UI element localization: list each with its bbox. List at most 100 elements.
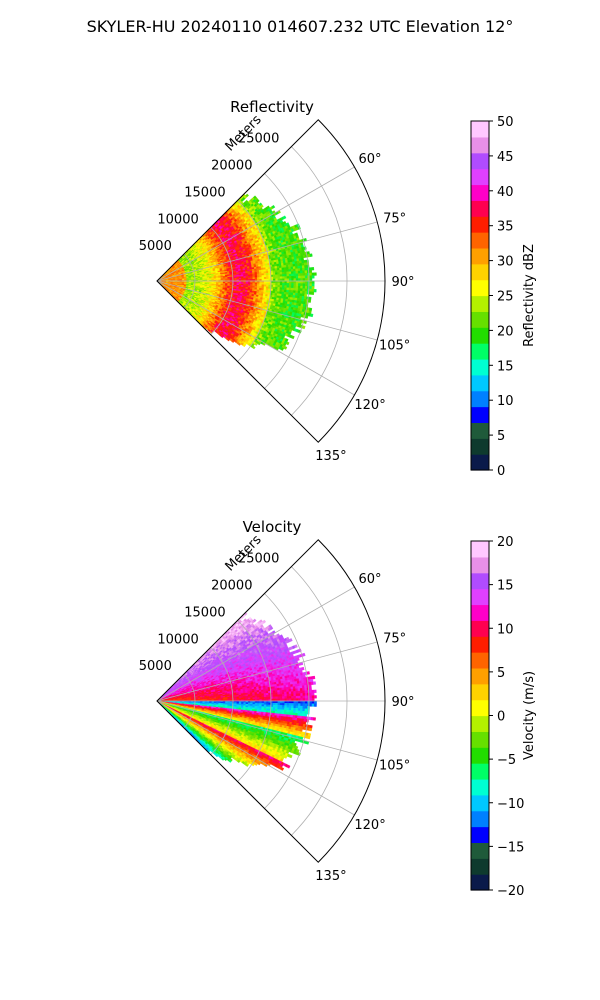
- radar-cell: [291, 273, 294, 277]
- radar-cell: [282, 282, 285, 286]
- radar-cell: [300, 285, 304, 289]
- radar-cell: [300, 275, 304, 279]
- radar-cell: [259, 275, 263, 278]
- radar-cell: [277, 274, 281, 277]
- radar-cell: [286, 285, 290, 289]
- radar-cell: [293, 275, 297, 279]
- radar-cell: [291, 285, 294, 289]
- radar-cell: [272, 274, 276, 278]
- radar-cell: [298, 283, 301, 287]
- radar-cell: [265, 272, 269, 276]
- radar-cell: [302, 283, 306, 287]
- radar-cell: [293, 268, 296, 272]
- radar-cell: [245, 193, 249, 198]
- radar-cell: [259, 282, 263, 285]
- radar-cell: [279, 269, 283, 273]
- radar-cell: [282, 276, 285, 280]
- radar-cell: [302, 288, 306, 292]
- radar-cell: [288, 276, 292, 279]
- radar-cell: [304, 285, 308, 290]
- radar-cell: [311, 283, 315, 287]
- radar-cell: [274, 270, 278, 273]
- radar-cell: [250, 277, 253, 280]
- radar-cell: [266, 284, 269, 288]
- radar-cell: [293, 271, 297, 275]
- radar-cell: [277, 287, 281, 290]
- radar-cell: [288, 269, 292, 272]
- radar-cell: [281, 287, 285, 291]
- radar-cell: [283, 269, 287, 273]
- radar-cell: [313, 272, 317, 276]
- radar-cell: [279, 285, 283, 288]
- radar-cell: [263, 276, 267, 280]
- radar-cell: [266, 274, 269, 278]
- radar-cell: [293, 285, 297, 289]
- radar-cell: [266, 276, 269, 280]
- radar-cell: [293, 287, 297, 291]
- radar-cell: [311, 272, 315, 276]
- radar-cell: [311, 286, 315, 290]
- radar-cell: [288, 287, 292, 291]
- radar-cell: [291, 276, 294, 279]
- radar-cell: [286, 269, 290, 273]
- radar-cell: [257, 277, 260, 280]
- radar-cell: [302, 273, 306, 277]
- radar-field: [156, 193, 317, 351]
- radar-cell: [304, 275, 308, 279]
- radar-cell: [284, 285, 288, 289]
- radar-cell: [297, 270, 301, 274]
- radar-cell: [282, 274, 285, 277]
- radar-cell: [304, 272, 308, 277]
- radar-cell: [272, 272, 276, 276]
- radar-cell: [281, 271, 285, 275]
- radar-cell: [311, 275, 315, 279]
- radar-cell: [256, 275, 260, 278]
- radar-cell: [290, 290, 294, 294]
- radar-cell: [277, 270, 281, 273]
- radar-cell: [311, 267, 315, 271]
- radar-cell: [297, 288, 301, 292]
- radar-cell: [295, 270, 299, 274]
- radar-cell: [284, 276, 288, 279]
- radar-cell: [277, 276, 281, 280]
- radar-cell: [311, 288, 315, 293]
- radar-cell: [252, 277, 256, 280]
- radar-cell: [300, 270, 303, 274]
- radar-cell: [282, 285, 285, 288]
- radar-cell: [286, 276, 290, 279]
- radar-cell: [299, 268, 303, 272]
- radar-cell: [247, 277, 251, 280]
- radar-cell: [284, 271, 287, 275]
- radar-cell: [300, 273, 304, 277]
- radar-cell: [290, 271, 294, 275]
- radar-cell: [273, 282, 276, 286]
- radar-cell: [243, 277, 247, 280]
- radar-cell: [279, 272, 283, 275]
- radar-cell: [275, 284, 278, 288]
- radar-cell: [309, 272, 313, 276]
- radar-cell: [279, 282, 283, 286]
- radar-cell: [257, 282, 260, 285]
- radar-cell: [309, 278, 313, 282]
- radar-cell: [309, 283, 313, 287]
- radar-cell: [290, 287, 294, 291]
- radar-cell: [308, 299, 312, 303]
- radar-cell: [302, 270, 306, 274]
- radar-cell: [275, 274, 278, 278]
- radar-cell: [313, 289, 317, 293]
- radar-cell: [286, 283, 290, 286]
- radar-cell: [302, 325, 306, 330]
- radar-cell: [310, 313, 314, 318]
- radar-cell: [261, 275, 265, 278]
- radar-cell: [263, 275, 267, 278]
- radar-cell: [288, 285, 292, 289]
- radar-cell: [302, 285, 306, 289]
- radar-cell: [309, 288, 313, 293]
- radar-cell: [275, 272, 278, 276]
- radar-cell: [254, 282, 258, 285]
- radar-cell: [308, 296, 312, 301]
- reflectivity-panel: Reflectivity50001000015000200002500060°7…: [139, 98, 537, 479]
- radar-cell: [284, 273, 288, 277]
- radar-cell: [293, 273, 297, 277]
- radar-cell: [277, 285, 281, 288]
